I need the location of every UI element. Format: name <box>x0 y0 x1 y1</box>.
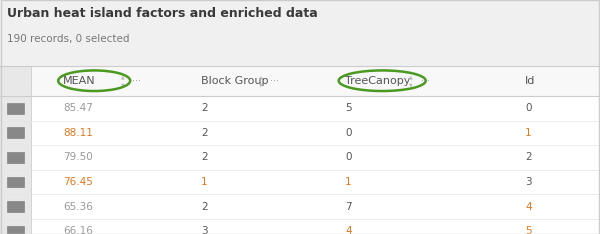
FancyBboxPatch shape <box>7 103 25 114</box>
FancyBboxPatch shape <box>0 0 600 66</box>
Text: 0: 0 <box>345 128 352 138</box>
FancyBboxPatch shape <box>0 66 31 234</box>
Text: 190 records, 0 selected: 190 records, 0 selected <box>7 34 130 44</box>
Text: ▲: ▲ <box>121 74 125 79</box>
Text: 5: 5 <box>345 103 352 113</box>
Text: Block Group: Block Group <box>201 76 269 86</box>
Text: TreeCanopy: TreeCanopy <box>345 76 410 86</box>
Text: 5: 5 <box>525 226 532 234</box>
Text: 85.47: 85.47 <box>63 103 93 113</box>
Text: 7: 7 <box>345 201 352 212</box>
Text: 1: 1 <box>345 177 352 187</box>
FancyBboxPatch shape <box>7 127 25 138</box>
Text: 3: 3 <box>201 226 208 234</box>
Text: 2: 2 <box>525 152 532 162</box>
FancyBboxPatch shape <box>7 201 25 212</box>
Text: 88.11: 88.11 <box>63 128 93 138</box>
Text: ▲: ▲ <box>259 74 263 79</box>
Text: 1: 1 <box>201 177 208 187</box>
Text: ▲: ▲ <box>409 74 413 79</box>
Text: 3: 3 <box>525 177 532 187</box>
FancyBboxPatch shape <box>7 226 25 234</box>
Text: MEAN: MEAN <box>63 76 95 86</box>
FancyBboxPatch shape <box>7 176 25 187</box>
Text: ▼: ▼ <box>121 82 125 88</box>
Text: 2: 2 <box>201 201 208 212</box>
Text: 4: 4 <box>345 226 352 234</box>
Text: 65.36: 65.36 <box>63 201 93 212</box>
Text: ···: ··· <box>421 76 431 86</box>
Text: 0: 0 <box>525 103 532 113</box>
Text: ···: ··· <box>271 76 280 86</box>
Text: 0: 0 <box>345 152 352 162</box>
FancyBboxPatch shape <box>0 66 31 96</box>
Text: ···: ··· <box>133 76 142 86</box>
Text: Urban heat island factors and enriched data: Urban heat island factors and enriched d… <box>7 7 318 20</box>
FancyBboxPatch shape <box>31 66 600 96</box>
Text: 2: 2 <box>201 103 208 113</box>
Text: 4: 4 <box>525 201 532 212</box>
FancyBboxPatch shape <box>0 66 600 234</box>
Text: ▼: ▼ <box>259 82 263 88</box>
Text: 2: 2 <box>201 128 208 138</box>
Text: Id: Id <box>525 76 535 86</box>
Text: 66.16: 66.16 <box>63 226 93 234</box>
Text: 2: 2 <box>201 152 208 162</box>
Text: 1: 1 <box>525 128 532 138</box>
Text: 76.45: 76.45 <box>63 177 93 187</box>
Text: ▼: ▼ <box>409 82 413 88</box>
Text: 79.50: 79.50 <box>63 152 93 162</box>
FancyBboxPatch shape <box>7 152 25 163</box>
